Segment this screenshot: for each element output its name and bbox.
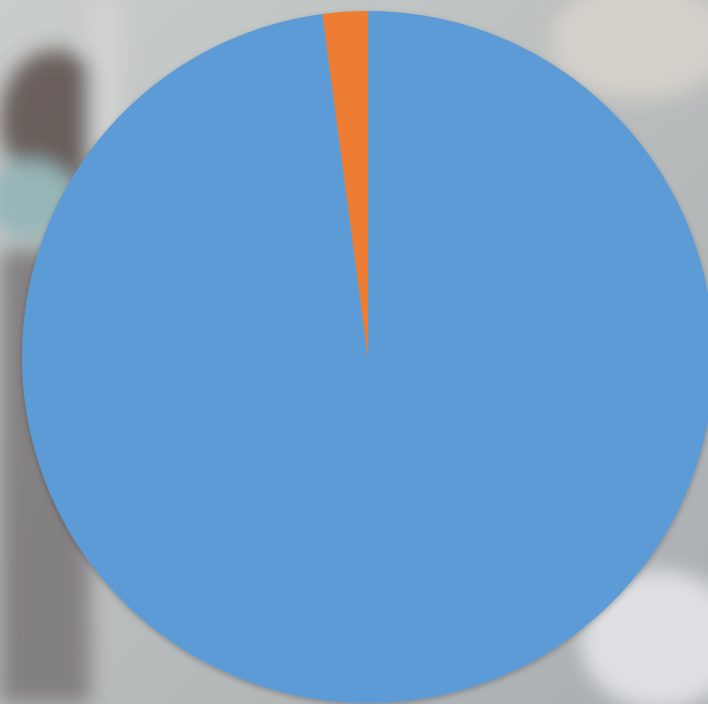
pie [22, 11, 708, 703]
pie-slice [22, 11, 708, 703]
pie-slice [322, 11, 368, 357]
